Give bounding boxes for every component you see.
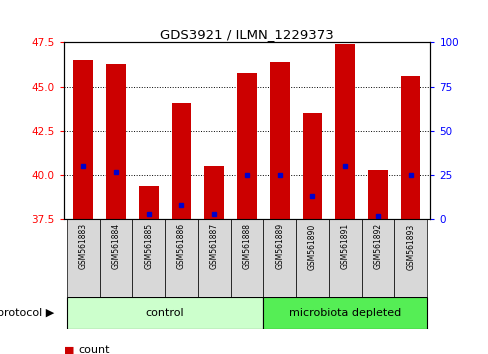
- Text: protocol ▶: protocol ▶: [0, 308, 54, 318]
- Bar: [393, 219, 426, 297]
- Bar: [335, 44, 354, 219]
- Text: control: control: [145, 308, 184, 318]
- Text: GSM561889: GSM561889: [275, 223, 284, 269]
- Bar: [302, 113, 322, 219]
- Text: GSM561886: GSM561886: [177, 223, 185, 269]
- Text: GSM561883: GSM561883: [79, 223, 87, 269]
- Text: count: count: [78, 346, 109, 354]
- Bar: [269, 62, 289, 219]
- Bar: [263, 297, 426, 329]
- Text: GSM561884: GSM561884: [111, 223, 120, 269]
- Bar: [367, 170, 387, 219]
- Bar: [67, 297, 263, 329]
- Bar: [73, 60, 93, 219]
- Bar: [132, 219, 165, 297]
- Text: ■: ■: [63, 346, 74, 354]
- Bar: [100, 219, 132, 297]
- Bar: [328, 219, 361, 297]
- Bar: [198, 219, 230, 297]
- Bar: [106, 64, 125, 219]
- Title: GDS3921 / ILMN_1229373: GDS3921 / ILMN_1229373: [160, 28, 333, 41]
- Bar: [139, 186, 158, 219]
- Text: GSM561888: GSM561888: [242, 223, 251, 269]
- Text: microbiota depleted: microbiota depleted: [288, 308, 401, 318]
- Text: GSM561890: GSM561890: [307, 223, 316, 270]
- Bar: [237, 73, 256, 219]
- Bar: [67, 219, 100, 297]
- Text: GSM561891: GSM561891: [340, 223, 349, 269]
- Text: GSM561892: GSM561892: [373, 223, 382, 269]
- Bar: [295, 219, 328, 297]
- Bar: [171, 103, 191, 219]
- Bar: [230, 219, 263, 297]
- Text: GSM561893: GSM561893: [406, 223, 414, 270]
- Bar: [204, 166, 224, 219]
- Text: GSM561885: GSM561885: [144, 223, 153, 269]
- Bar: [361, 219, 393, 297]
- Bar: [400, 76, 420, 219]
- Bar: [263, 219, 295, 297]
- Text: GSM561887: GSM561887: [209, 223, 218, 269]
- Bar: [165, 219, 198, 297]
